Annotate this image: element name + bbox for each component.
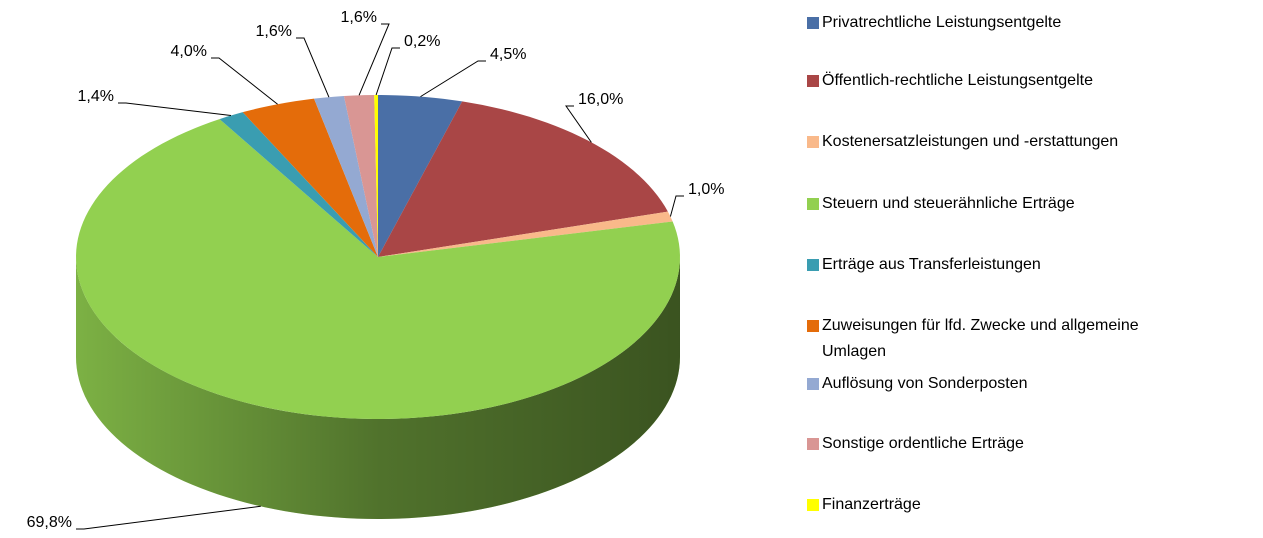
data-label: 0,2% xyxy=(404,33,440,50)
slice xyxy=(378,211,673,257)
legend-item: Privatrechtliche Leistungsentgelte xyxy=(807,10,1207,36)
legend-item: Zuweisungen für lfd. Zwecke und allgemei… xyxy=(807,313,1207,365)
slice xyxy=(378,101,668,257)
data-label: 1,6% xyxy=(256,23,292,40)
data-label: 4,5% xyxy=(490,46,526,63)
legend-item: Kostenersatzleistungen und -erstattungen xyxy=(807,129,1207,155)
leader-line xyxy=(118,102,232,116)
slice xyxy=(378,95,463,257)
leader-line xyxy=(358,23,390,96)
legend-swatch xyxy=(807,438,819,450)
legend-item: Auflösung von Sonderposten xyxy=(807,371,1207,397)
slice-side-shade xyxy=(76,257,680,519)
legend-label: Öffentlich-rechtliche Leistungsentgelte xyxy=(822,72,1093,89)
legend-label: Privatrechtliche Leistungsentgelte xyxy=(822,14,1062,31)
legend-label: Kostenersatzleistungen und -erstattungen xyxy=(822,133,1119,150)
legend-swatch xyxy=(807,499,819,511)
slice xyxy=(242,98,378,258)
legend-item: Öffentlich-rechtliche Leistungsentgelte xyxy=(807,68,1207,94)
leader-line xyxy=(296,37,330,98)
legend-label: Erträge aus Transferleistungen xyxy=(822,256,1041,273)
data-label: 1,4% xyxy=(78,88,114,105)
leader-line xyxy=(565,105,592,143)
slice xyxy=(314,96,378,258)
data-label: 1,6% xyxy=(341,9,377,26)
legend-swatch xyxy=(807,320,819,332)
data-label: 16,0% xyxy=(578,91,623,108)
leader-line xyxy=(76,505,261,530)
slice xyxy=(76,119,680,419)
legend-swatch xyxy=(807,136,819,148)
data-label: 69,8% xyxy=(27,514,72,531)
legend-label: Auflösung von Sonderposten xyxy=(822,375,1028,392)
legend-item: Finanzerträge xyxy=(807,492,1207,518)
slice xyxy=(374,95,378,257)
legend-swatch xyxy=(807,259,819,271)
legend-label: Sonstige ordentliche Erträge xyxy=(822,435,1024,452)
slice xyxy=(219,112,378,257)
data-label: 4,0% xyxy=(171,43,207,60)
leader-line xyxy=(420,60,486,98)
leader-line xyxy=(375,47,400,96)
legend-label: Finanzerträge xyxy=(822,496,921,513)
legend-label: Steuern und steuerähnliche Erträge xyxy=(822,195,1075,212)
legend-label: Zuweisungen für lfd. Zwecke und allgemei… xyxy=(822,317,1139,360)
leader-line xyxy=(211,57,278,105)
leader-line xyxy=(669,195,684,217)
slice xyxy=(343,95,378,258)
data-label: 1,0% xyxy=(688,181,724,198)
legend-swatch xyxy=(807,378,819,390)
legend-swatch xyxy=(807,75,819,87)
legend-swatch xyxy=(807,198,819,210)
legend-swatch xyxy=(807,17,819,29)
legend-item: Erträge aus Transferleistungen xyxy=(807,252,1207,278)
legend-item: Sonstige ordentliche Erträge xyxy=(807,431,1207,457)
legend-item: Steuern und steuerähnliche Erträge xyxy=(807,191,1207,217)
